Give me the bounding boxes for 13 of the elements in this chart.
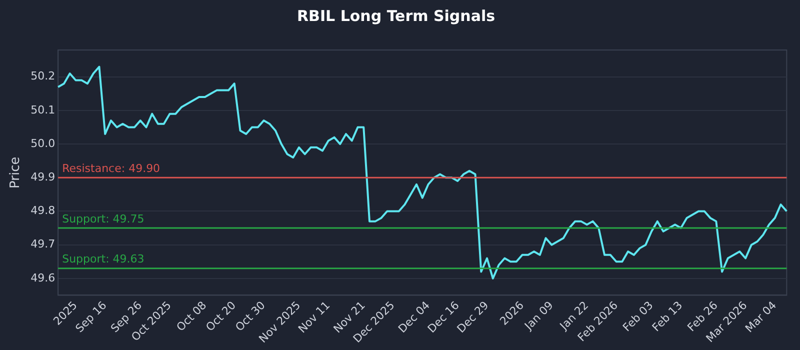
y-tick-label: 49.6 [30, 271, 56, 284]
y-tick-label: 49.8 [30, 204, 56, 218]
y-tick-label: 49.9 [30, 170, 56, 184]
y-tick-label: 49.7 [30, 238, 56, 251]
ref-line-label: Support: 49.75 [62, 212, 144, 226]
ref-line-label: Support: 49.63 [62, 252, 144, 266]
y-axis-title: Price [8, 156, 24, 188]
y-tick-label: 50.2 [30, 70, 56, 83]
x-tick-label: Jan 09 [522, 298, 556, 334]
chart-title: RBIL Long Term Signals [296, 6, 496, 25]
ref-line-label: Resistance: 49.90 [62, 162, 160, 176]
y-tick-label: 50.0 [30, 136, 56, 150]
y-tick-label: 50.1 [30, 103, 56, 116]
